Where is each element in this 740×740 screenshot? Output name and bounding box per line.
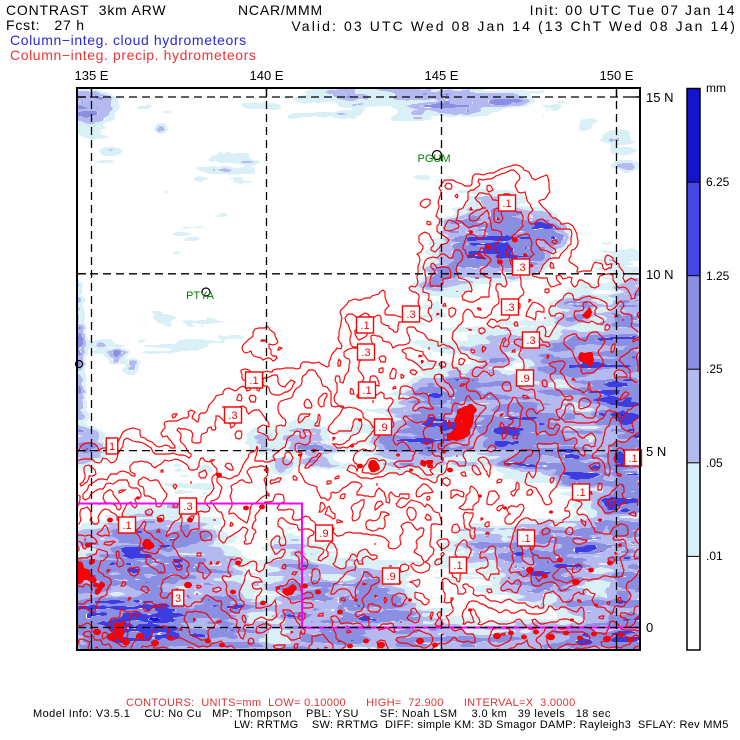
svg-text:.1: .1 (360, 320, 369, 332)
svg-text:.1: .1 (453, 560, 462, 572)
svg-text:.1: .1 (362, 385, 371, 397)
svg-text:LW: RRTMG SW: RRTMG DIFF:: LW: RRTMG SW: RRTMG DIFF: simple KM: 3D … (234, 719, 729, 731)
svg-text:mm: mm (706, 81, 726, 95)
svg-text:3: 3 (175, 593, 181, 605)
svg-text:CONTRAST 3km ARW: CONTRAST 3km ARW (6, 2, 166, 18)
svg-text:10 N: 10 N (646, 267, 673, 282)
svg-text:145 E: 145 E (425, 68, 459, 83)
svg-text:.9: .9 (520, 373, 529, 385)
svg-text:Init: 00 UTC Tue 07 Jan 14: Init: 00 UTC Tue 07 Jan 14 (530, 2, 736, 18)
svg-text:0: 0 (646, 620, 653, 635)
svg-text:PGUM: PGUM (418, 153, 451, 165)
svg-text:6.25: 6.25 (706, 175, 730, 189)
svg-text:.9: .9 (386, 571, 395, 583)
svg-text:.3: .3 (361, 347, 370, 359)
svg-text:Model Info: V3.5.1 CU: No C: Model Info: V3.5.1 CU: No Cu MP: Thompso… (33, 708, 611, 720)
svg-text:.25: .25 (706, 362, 723, 376)
svg-text:.9: .9 (378, 422, 387, 434)
svg-text:1.25: 1.25 (706, 269, 730, 283)
svg-text:CONTOURS: UNITS=mm LOW= 0.10: CONTOURS: UNITS=mm LOW= 0.10000 HIGH= 72… (126, 697, 576, 709)
svg-text:Valid: 03 UTC Wed 08 Jan 14 (1: Valid: 03 UTC Wed 08 Jan 14 (13 ChT Wed … (291, 18, 737, 34)
svg-text:.3: .3 (516, 262, 525, 274)
svg-text:.3: .3 (526, 335, 535, 347)
svg-text:Column−integ. cloud hydrometeo: Column−integ. cloud hydrometeors (10, 32, 247, 48)
svg-text:Fcst: 27 h: Fcst: 27 h (6, 17, 85, 33)
svg-text:.1: .1 (521, 533, 530, 545)
svg-text:5 N: 5 N (646, 444, 666, 459)
svg-text:.3: .3 (183, 501, 192, 513)
svg-text:.3: .3 (505, 302, 514, 314)
svg-text:PTYA: PTYA (186, 290, 215, 302)
svg-text:150 E: 150 E (600, 68, 634, 83)
svg-text:.3: .3 (228, 410, 237, 422)
svg-text:135 E: 135 E (75, 68, 109, 83)
svg-text:.9: .9 (319, 528, 328, 540)
svg-text:NCAR/MMM: NCAR/MMM (238, 2, 323, 18)
svg-text:.1: .1 (249, 375, 258, 387)
svg-text:.01: .01 (706, 549, 723, 563)
svg-text:.3: .3 (406, 309, 415, 321)
svg-text:140 E: 140 E (250, 68, 284, 83)
svg-text:.1: .1 (576, 487, 585, 499)
svg-text:Column−integ. precip. hydromet: Column−integ. precip. hydrometeors (10, 47, 256, 63)
svg-text:1: 1 (109, 441, 115, 453)
svg-text:15 N: 15 N (646, 90, 673, 105)
svg-text:.1: .1 (502, 198, 511, 210)
svg-text:.1: .1 (628, 453, 637, 465)
svg-text:.1: .1 (122, 520, 131, 532)
svg-text:.05: .05 (706, 456, 723, 470)
